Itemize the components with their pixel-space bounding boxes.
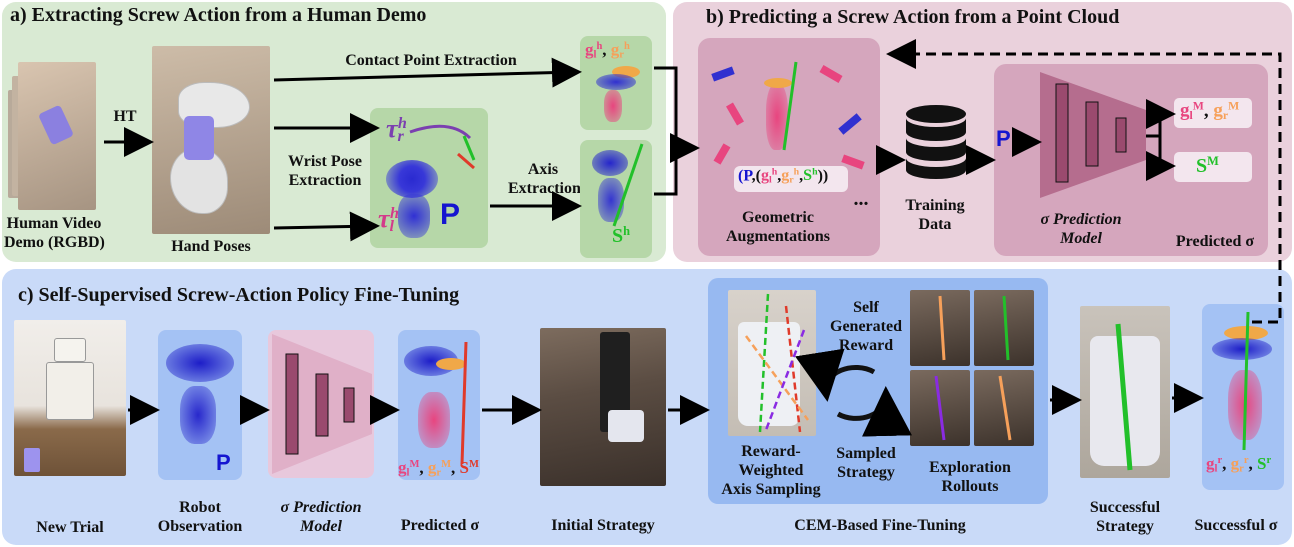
- output-g-text: glM, grM: [1180, 100, 1240, 123]
- prediction-model-label-b: σ Prediction Model: [1040, 211, 1122, 247]
- training-data-label: Training Data: [905, 197, 965, 233]
- ht-label: HT: [113, 108, 137, 125]
- axis-cloud-blue: [592, 150, 628, 176]
- obs-cloud-bottom: [180, 386, 216, 444]
- tau-r-symbol: τrh: [386, 114, 407, 146]
- aug-central-cloud: [766, 84, 788, 150]
- panel-b-title: b) Predicting a Screw Action from a Poin…: [706, 6, 1120, 28]
- cup-initial: [608, 410, 644, 442]
- geometric-augmentations-label: Geometric Augmentations: [725, 209, 830, 245]
- rollout-4-image: [974, 370, 1034, 446]
- succ-sigma-symbols: glr, grr, Sr: [1206, 454, 1272, 475]
- model-input-p: P: [996, 126, 1011, 151]
- succ-cloud-pink: [1228, 370, 1262, 440]
- reward-weighted-label: Reward- Weighted Axis Sampling: [721, 443, 821, 498]
- panel-c-title: c) Self-Supervised Screw-Action Policy F…: [18, 284, 460, 306]
- wrist-p-symbol: P: [440, 198, 461, 231]
- sampled-strategy-label: Sampled Strategy: [836, 445, 896, 481]
- wrist-pointcloud-blob-top: [386, 160, 438, 198]
- robot-head: [54, 338, 86, 362]
- contact-cloud-blue: [596, 74, 636, 90]
- purple-cup-hand: [184, 116, 214, 160]
- aug-central-orange: [764, 78, 792, 88]
- output-s-text: SM: [1196, 154, 1219, 177]
- robot-body: [46, 362, 94, 420]
- axis-cloud-blue-lower: [598, 178, 624, 222]
- obs-cloud-top: [166, 344, 234, 382]
- robot-observation-label: Robot Observation: [157, 499, 243, 535]
- trapezoid-b: [1040, 72, 1146, 198]
- new-trial-label: New Trial: [36, 519, 104, 536]
- aug-tuple-text: (P,(glh,grh,Sh)): [738, 167, 829, 186]
- rollout-3-image: [910, 370, 970, 446]
- hand-poses-label: Hand Poses: [171, 238, 251, 255]
- exploration-rollouts-label: Exploration Rollouts: [929, 459, 1011, 495]
- initial-strategy-label: Initial Strategy: [551, 517, 655, 534]
- predicted-sigma-label-c: Predicted σ: [400, 517, 480, 534]
- predicted-sigma-label-b: Predicted σ: [1175, 233, 1255, 250]
- pred-cloud-orange: [436, 358, 466, 370]
- succ-cloud-blue: [1212, 338, 1272, 360]
- axis-s-symbol: Sh: [612, 224, 631, 247]
- axis-extraction-label: Axis Extraction: [508, 161, 581, 197]
- ellipsis: ...: [853, 188, 869, 210]
- rollout-2-image: [974, 290, 1034, 366]
- successful-strategy-label: Successful Strategy: [1089, 499, 1161, 535]
- self-generated-label: Self Generated Reward: [830, 299, 902, 354]
- contact-cloud-pink: [604, 90, 622, 122]
- trapezoid-c: [272, 334, 372, 474]
- aug-tuple-box: [734, 166, 848, 192]
- panel-a-title: a) Extracting Screw Action from a Human …: [10, 4, 427, 26]
- obs-p-symbol: P: [216, 450, 231, 475]
- cup-successful: [1090, 336, 1160, 466]
- pred-cloud-pink: [418, 392, 450, 448]
- contact-g-symbols: glh, grh: [585, 40, 630, 61]
- wrist-pose-label: Wrist Pose Extraction: [288, 153, 362, 189]
- pred-sigma-symbols: glM, grM, SM: [398, 458, 479, 479]
- rollout-1-image: [910, 290, 970, 366]
- successful-sigma-label: Successful σ: [1194, 517, 1278, 534]
- database-icon: [904, 104, 968, 180]
- cem-label: CEM-Based Fine-Tuning: [794, 517, 966, 534]
- prediction-model-label-c: σ Prediction Model: [280, 499, 362, 535]
- wrist-pointcloud-blob-bottom: [398, 194, 430, 238]
- human-video-label: Human Video Demo (RGBD): [4, 215, 105, 251]
- cup-reward-axis: [738, 322, 800, 426]
- contact-point-label: Contact Point Extraction: [345, 52, 517, 69]
- purple-cup-trial: [24, 448, 40, 472]
- tau-l-symbol: τlh: [378, 204, 399, 236]
